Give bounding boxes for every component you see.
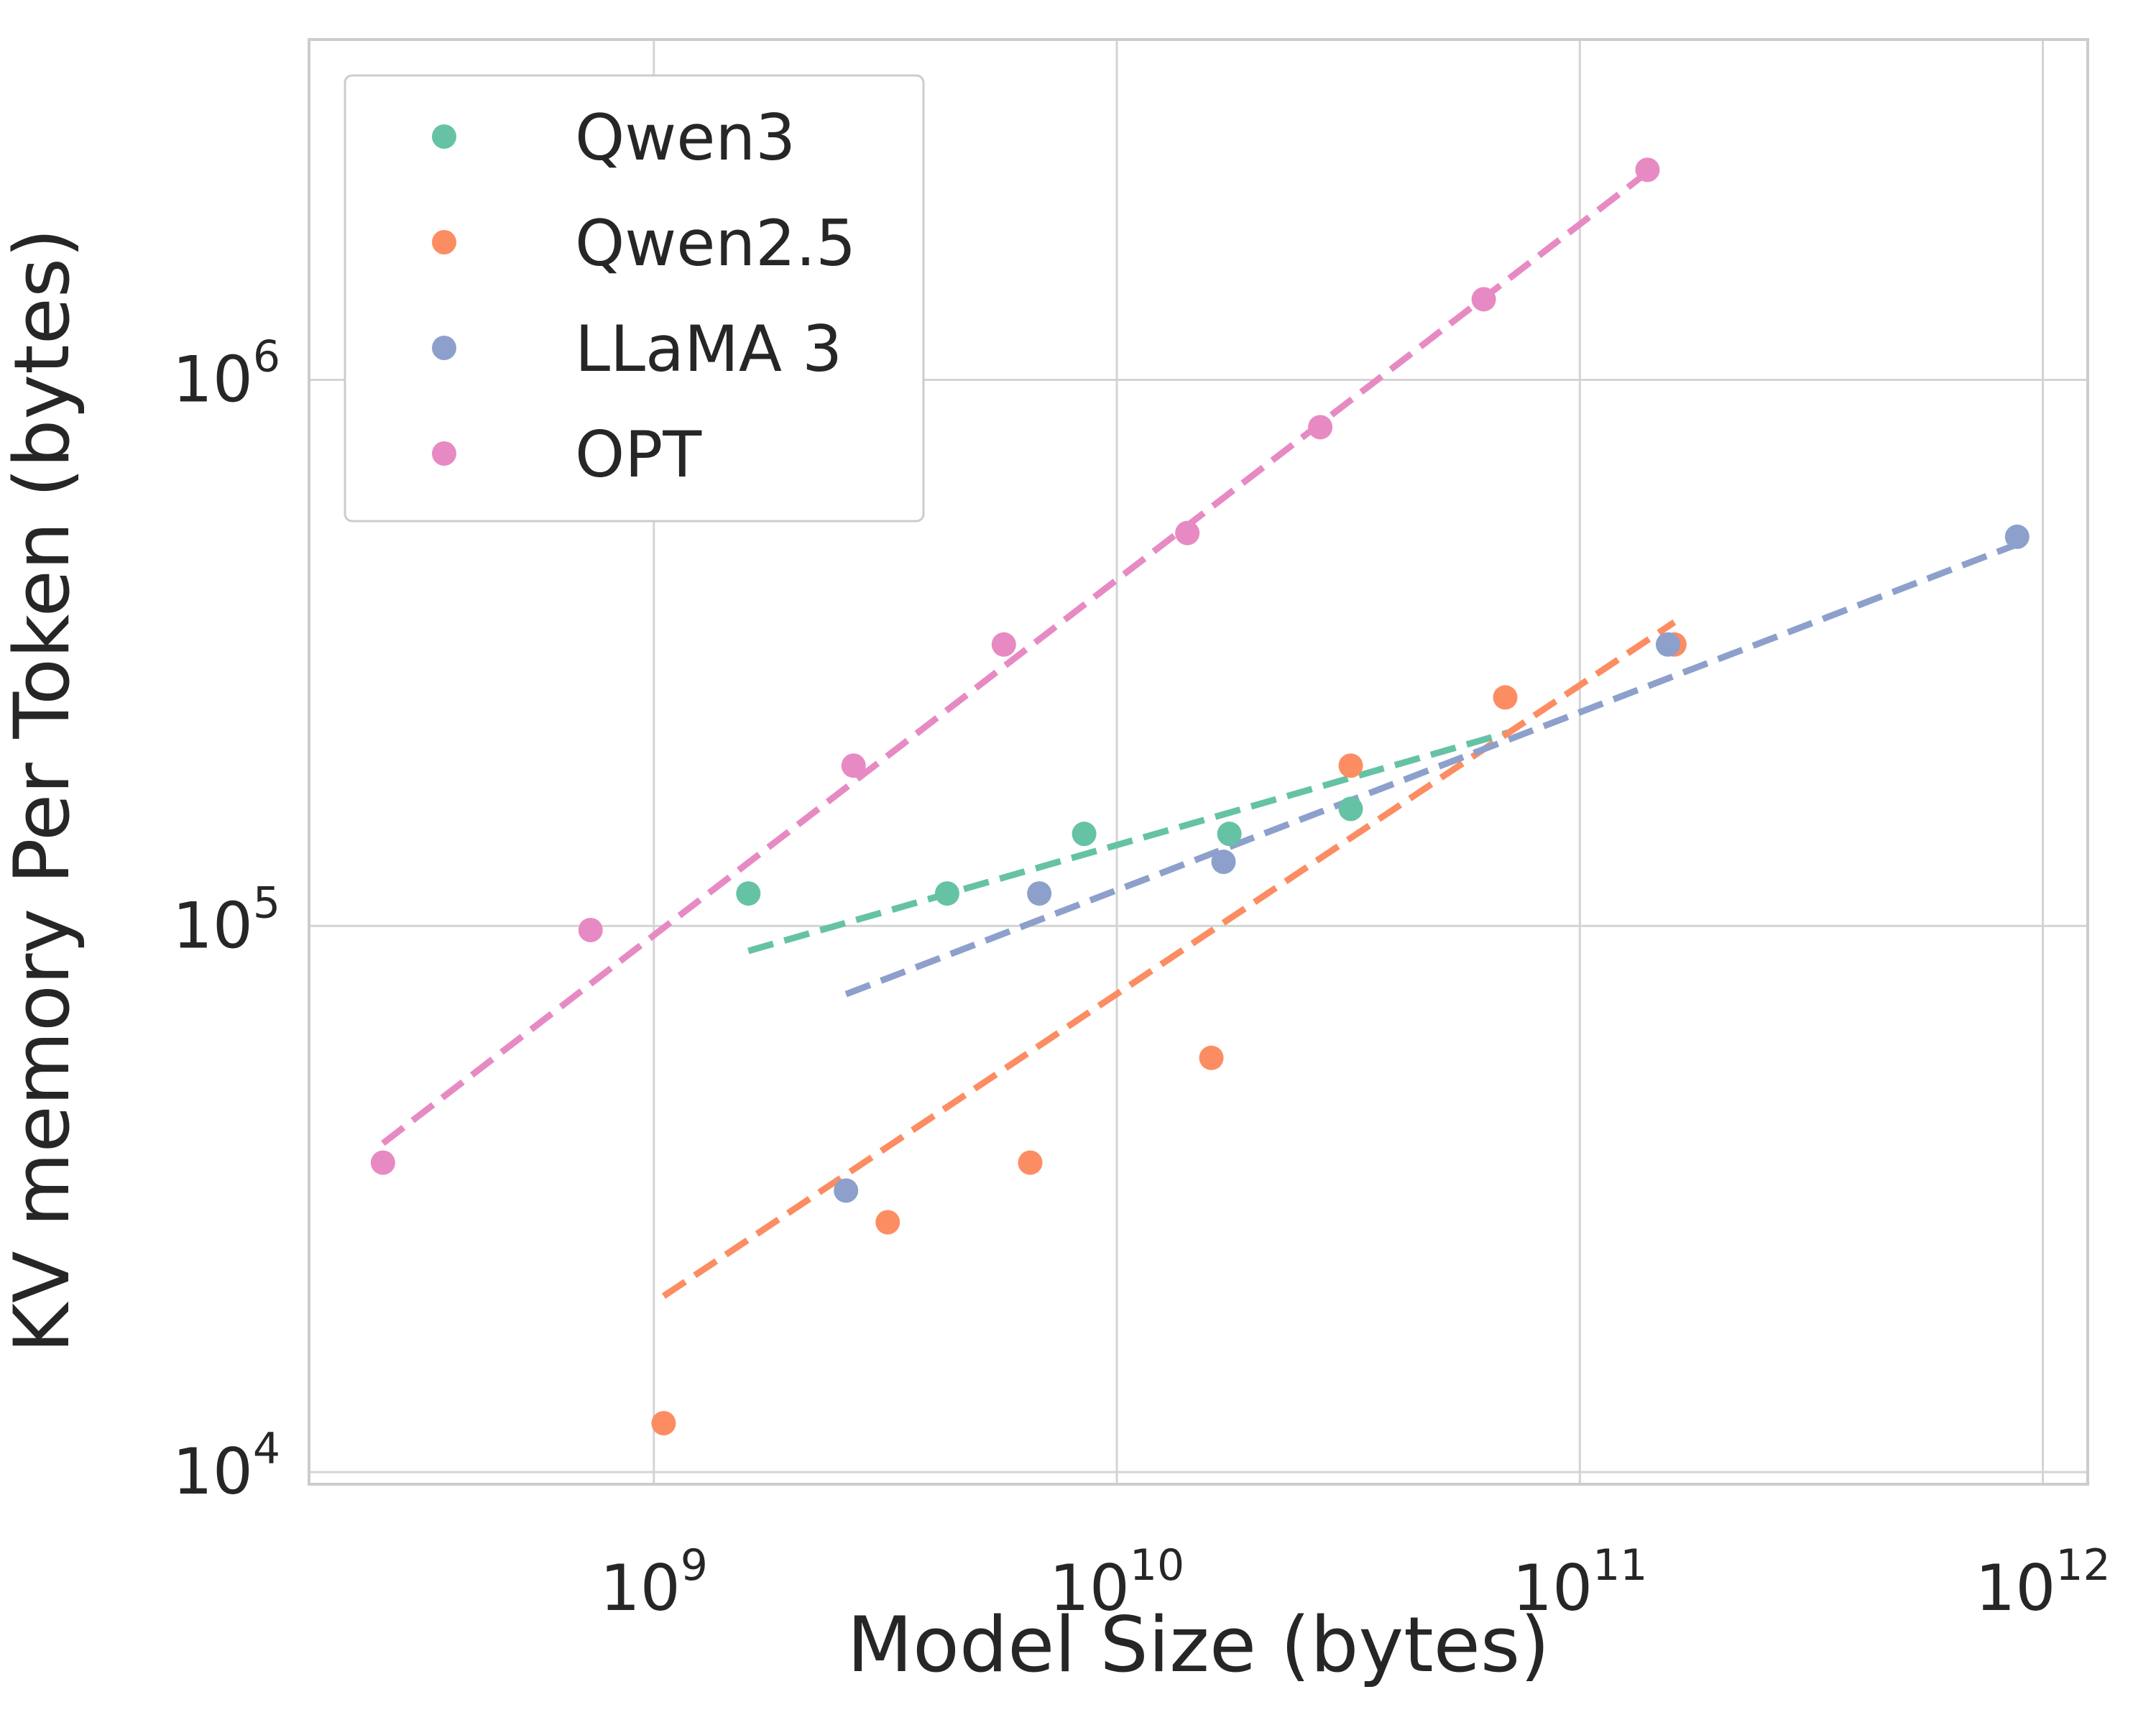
y-tick-label: 106 — [172, 332, 280, 417]
x-tick-label: 1012 — [1975, 1540, 2110, 1625]
x-tick-label: 109 — [600, 1540, 708, 1625]
legend-label-opt: OPT — [575, 418, 702, 492]
qwen3-trend-line — [747, 729, 1509, 954]
x-axis-label: Model Size (bytes) — [847, 1601, 1550, 1689]
qwen3-point — [1338, 796, 1363, 822]
opt-point — [1635, 157, 1660, 183]
x-tick-label: 1011 — [1512, 1540, 1647, 1625]
qwen3-point — [1217, 822, 1242, 847]
x-tick-label: 1010 — [1049, 1540, 1184, 1625]
legend-label-qwen2-5: Qwen2.5 — [575, 206, 856, 280]
opt-point — [1308, 415, 1333, 440]
opt-point — [578, 917, 603, 942]
tick-labels: 109 1010 1011 1012 104 105 106 — [172, 332, 2111, 1625]
opt-point — [841, 753, 866, 778]
legend: Qwen3 Qwen2.5 LLaMA 3 OPT — [344, 74, 925, 523]
trend-lines — [381, 170, 2019, 1300]
legend-marker-opt — [432, 441, 456, 466]
opt-trend-line — [381, 170, 1650, 1146]
opt-point — [370, 1150, 395, 1175]
y-tick-label: 104 — [172, 1424, 280, 1509]
qwen2-5-point — [875, 1210, 900, 1235]
data-points — [370, 157, 2030, 1436]
legend-label-qwen3: Qwen3 — [575, 101, 796, 175]
legend-label-llama-3: LLaMA 3 — [575, 312, 842, 386]
opt-point — [1175, 520, 1200, 546]
legend-marker-llama-3 — [432, 336, 456, 360]
qwen2-5-point — [651, 1411, 676, 1436]
opt-point — [991, 632, 1016, 657]
plot-frame — [308, 38, 2089, 1486]
llama-3-point — [1027, 881, 1052, 906]
qwen3-point — [736, 881, 761, 906]
llama-3-trend-line — [844, 541, 2019, 998]
qwen2-5-point — [1018, 1150, 1043, 1175]
y-tick-label: 105 — [172, 878, 280, 962]
llama-3-point — [834, 1178, 859, 1203]
qwen3-point — [1072, 822, 1097, 847]
llama-3-point — [1655, 632, 1680, 657]
legend-marker-qwen2-5 — [432, 230, 456, 254]
qwen2-5-point — [1199, 1045, 1224, 1070]
legend-marker-qwen3 — [432, 124, 456, 149]
y-axis-label: KV memory Per Token (bytes) — [0, 229, 86, 1353]
llama-3-point — [1211, 850, 1236, 875]
qwen3-point — [934, 881, 959, 906]
legend-box — [344, 74, 925, 523]
llama-3-point — [2004, 524, 2030, 549]
opt-point — [1471, 287, 1496, 312]
qwen2-5-point — [1493, 685, 1518, 710]
qwen2-5-point — [1338, 753, 1363, 778]
qwen2-5-trend-line — [661, 619, 1677, 1300]
